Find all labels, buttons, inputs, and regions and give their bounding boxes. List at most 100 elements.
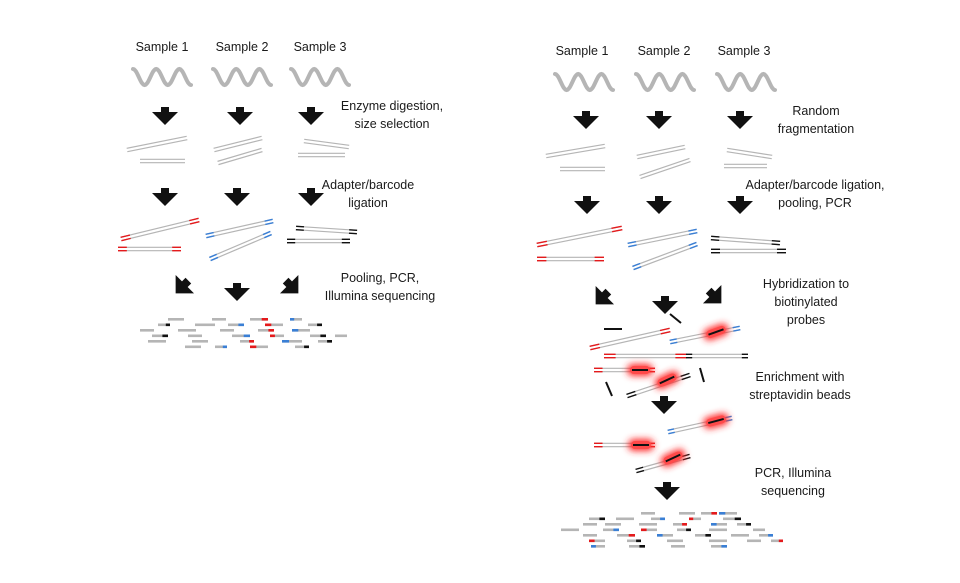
fragment-strand	[689, 244, 698, 250]
right-step-fragmentation-line1: Random	[792, 104, 840, 118]
left-sample-3-label: Sample 3	[293, 40, 347, 54]
step-arrow	[279, 274, 299, 294]
fragment-strand	[589, 327, 670, 347]
sequencing-read	[639, 523, 657, 526]
fragment-strand	[127, 139, 188, 153]
step-arrow	[574, 196, 600, 214]
read-barcode	[292, 329, 299, 332]
fragment-strand	[218, 151, 263, 166]
fragment-strand	[670, 341, 678, 345]
dna-wave	[289, 66, 351, 88]
fragment-strand	[633, 245, 698, 271]
step-arrow	[651, 396, 677, 414]
sequencing-read	[616, 517, 634, 521]
sequencing-read	[677, 528, 691, 532]
fragment-strand	[660, 330, 671, 335]
fragment-strand	[627, 228, 697, 244]
sequencing-read	[651, 517, 665, 521]
fragment-strand	[537, 243, 548, 248]
sequencing-read	[212, 318, 226, 321]
fragment-strand	[264, 233, 272, 239]
step-arrow	[573, 111, 599, 129]
sequencing-read	[561, 528, 579, 532]
right-step-ligation: Adapter/barcode ligation, pooling, PCR	[746, 176, 885, 212]
fragment-strand	[589, 343, 600, 348]
right-step-fragmentation: Random fragmentation	[778, 102, 854, 138]
sequencing-read	[295, 345, 309, 349]
probe-strand	[708, 417, 724, 425]
read-barcode	[686, 528, 691, 532]
fragment-strand	[727, 147, 773, 156]
read-barcode	[705, 534, 711, 537]
fragment-strand	[626, 390, 636, 396]
sequencing-read	[318, 340, 332, 343]
fragment-strand	[659, 327, 670, 332]
sequencing-read	[589, 517, 605, 521]
step-arrow	[702, 284, 722, 304]
read-barcode	[261, 318, 268, 321]
read-barcode	[317, 323, 322, 327]
fragment-strand	[688, 231, 698, 236]
fragment-strand	[710, 238, 720, 241]
step-arrow	[298, 188, 324, 206]
right-step-enrichment: Enrichment with streptavidin beads	[749, 368, 850, 404]
fragment-strand	[669, 338, 677, 342]
fragment-strand	[210, 256, 219, 262]
probe-strand	[665, 453, 681, 463]
fragment-strand	[605, 381, 613, 397]
read-barcode	[250, 345, 257, 349]
fragment-strand	[348, 232, 357, 235]
sequencing-read	[195, 323, 215, 327]
step-arrow	[224, 188, 250, 206]
left-step-digestion: Enzyme digestion, size selection	[341, 97, 443, 133]
read-barcode	[719, 512, 726, 515]
step-arrow	[727, 111, 753, 129]
fragment-strand	[537, 229, 623, 248]
read-barcode	[657, 534, 663, 537]
read-barcode	[711, 512, 717, 515]
fragment-strand	[295, 228, 304, 231]
step-arrow	[227, 107, 253, 125]
fragment-strand	[120, 217, 199, 238]
sequencing-read	[308, 323, 322, 327]
sequencing-read	[282, 340, 302, 343]
step-arrow	[595, 285, 615, 305]
right-sample-3-label: Sample 3	[717, 44, 771, 58]
fragment-strand	[627, 394, 637, 399]
fragment-strand	[210, 234, 272, 262]
fragment-strand	[628, 244, 637, 248]
fragment-strand	[296, 225, 305, 228]
sequencing-read	[290, 318, 302, 321]
right-step-hybridization-line2: biotinylated	[774, 295, 838, 309]
right-step-sequencing-line1: PCR, Illumina	[754, 466, 832, 480]
read-barcode	[734, 517, 741, 521]
sequencing-read	[641, 528, 657, 532]
sequencing-read	[178, 329, 196, 332]
left-step-digestion-line1: Enzyme digestion,	[340, 99, 444, 113]
probe-strand	[659, 375, 675, 385]
step-arrow	[652, 296, 678, 314]
read-barcode	[639, 545, 645, 548]
dna-wave	[634, 71, 696, 93]
fragment-strand	[637, 148, 686, 160]
fragment-strand	[214, 139, 263, 153]
sequencing-read	[731, 534, 749, 537]
read-barcode	[265, 323, 272, 327]
fragment-strand	[217, 147, 262, 162]
fragment-strand	[206, 222, 274, 239]
sequencing-read	[627, 539, 641, 543]
read-barcode	[599, 517, 605, 521]
sequencing-read	[667, 539, 683, 543]
sequencing-read	[185, 345, 201, 349]
sequencing-read	[292, 329, 310, 332]
sequencing-read	[148, 340, 166, 343]
sequencing-read	[215, 345, 227, 349]
fragment-strand	[611, 228, 623, 233]
left-step-digestion-line2: size selection	[354, 117, 430, 131]
step-arrow	[175, 274, 195, 294]
sequencing-read	[250, 318, 268, 321]
left-step-sequencing-line2: Illumina sequencing	[324, 289, 436, 303]
fragment-strand	[295, 229, 357, 235]
read-barcode	[238, 323, 244, 327]
sequencing-read	[673, 523, 687, 526]
